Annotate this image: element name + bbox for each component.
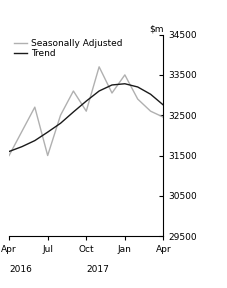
Trend [46,130,49,134]
Seasonally Adjusted [21,130,23,133]
Seasonally Adjusted [111,91,113,95]
Trend [162,103,165,107]
Text: 2017: 2017 [86,265,109,274]
Seasonally Adjusted [149,109,152,113]
Seasonally Adjusted [85,109,88,113]
Trend [72,110,75,114]
Trend [21,145,23,148]
Trend [59,122,62,125]
Line: Seasonally Adjusted: Seasonally Adjusted [9,67,163,156]
Seasonally Adjusted [46,154,49,157]
Seasonally Adjusted [72,89,75,93]
Seasonally Adjusted [136,97,139,101]
Seasonally Adjusted [123,73,126,77]
Seasonally Adjusted [59,113,62,117]
Trend [85,99,88,103]
Trend [8,150,10,153]
Seasonally Adjusted [98,65,101,69]
Trend [98,89,101,93]
Trend [136,85,139,89]
Line: Trend: Trend [9,84,163,151]
Seasonally Adjusted [8,154,10,157]
Trend [149,92,152,96]
Trend [111,83,113,87]
Trend [33,139,36,142]
Seasonally Adjusted [33,105,36,109]
Legend: Seasonally Adjusted, Trend: Seasonally Adjusted, Trend [14,39,122,58]
Seasonally Adjusted [162,115,165,119]
Text: $m: $m [149,25,163,34]
Trend [123,82,126,86]
Text: 2016: 2016 [9,265,32,274]
